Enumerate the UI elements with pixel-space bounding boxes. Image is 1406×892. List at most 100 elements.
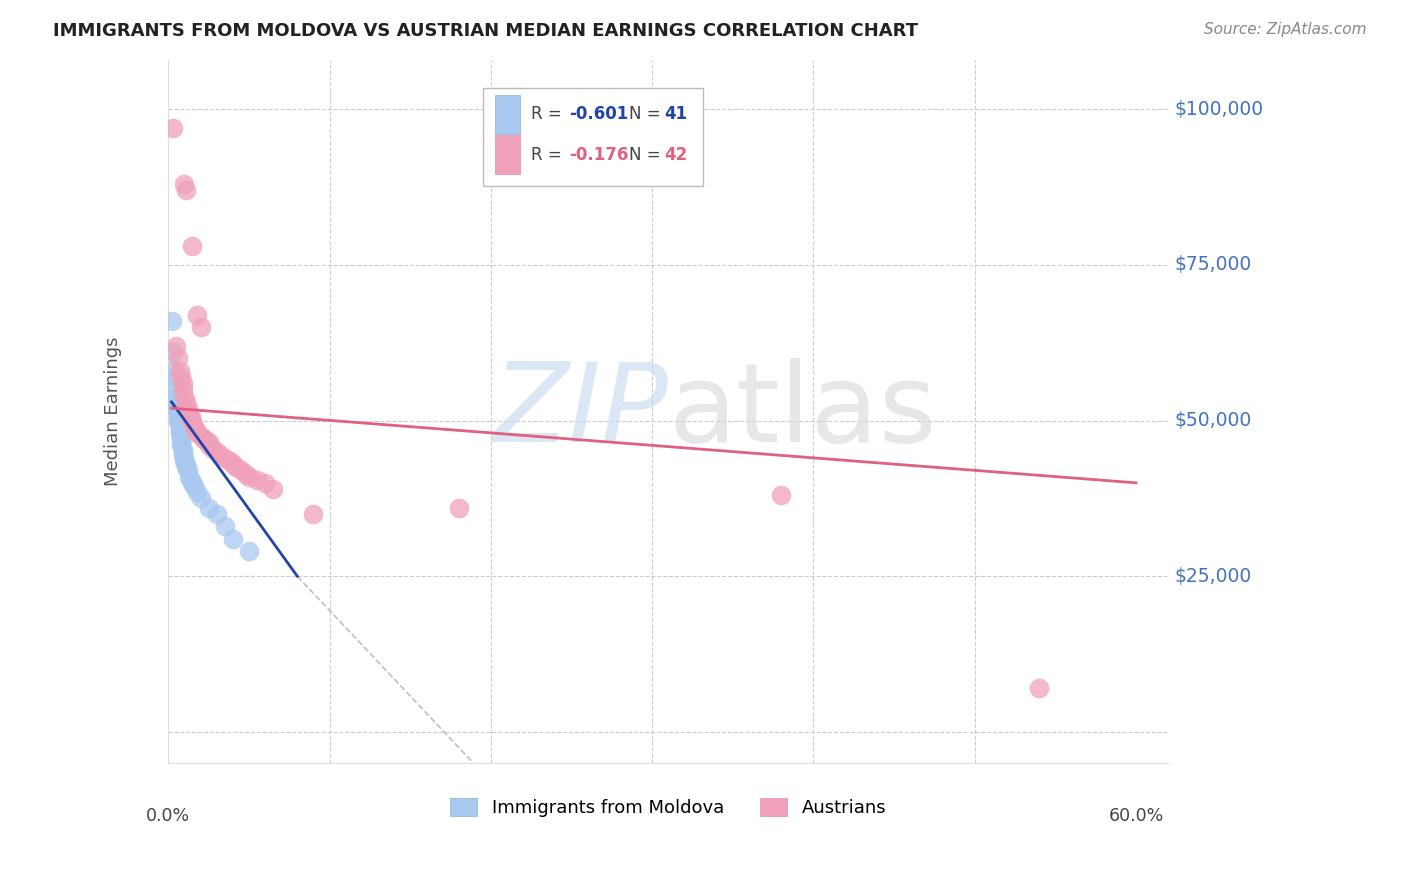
Bar <box>495 136 520 174</box>
Point <box>163 370 186 384</box>
Point <box>172 383 194 397</box>
Point <box>174 183 197 197</box>
Point <box>165 389 187 403</box>
Point <box>181 414 204 428</box>
Text: ZIP: ZIP <box>492 358 668 465</box>
Point <box>167 404 190 418</box>
Text: Median Earnings: Median Earnings <box>104 336 122 486</box>
Point <box>222 457 245 471</box>
Point <box>238 469 260 483</box>
Point <box>193 432 215 446</box>
Point <box>302 507 325 521</box>
Bar <box>495 95 520 134</box>
Point <box>170 435 193 450</box>
Text: 41: 41 <box>664 105 688 123</box>
Text: $25,000: $25,000 <box>1175 566 1251 586</box>
Point <box>165 339 187 353</box>
Point <box>169 423 191 437</box>
Text: $100,000: $100,000 <box>1175 100 1264 119</box>
Point <box>208 448 231 462</box>
Text: 0.0%: 0.0% <box>146 806 190 824</box>
Point <box>180 473 202 487</box>
Point <box>160 314 183 328</box>
Point <box>173 177 195 191</box>
FancyBboxPatch shape <box>484 87 703 186</box>
Point <box>169 425 191 440</box>
Point <box>181 239 204 253</box>
Point <box>172 442 194 456</box>
Point <box>172 376 194 391</box>
Point <box>186 485 208 500</box>
Point <box>173 454 195 468</box>
Point <box>197 435 219 450</box>
Text: 42: 42 <box>664 145 688 163</box>
Point <box>229 463 252 477</box>
Point <box>225 460 247 475</box>
Point <box>162 121 184 136</box>
Point <box>165 401 187 416</box>
Point <box>167 410 190 425</box>
Point <box>172 448 194 462</box>
Point <box>169 417 191 431</box>
Point <box>184 423 207 437</box>
Point <box>214 519 236 533</box>
Point <box>169 420 191 434</box>
Point <box>170 438 193 452</box>
Legend: Immigrants from Moldova, Austrians: Immigrants from Moldova, Austrians <box>443 791 894 824</box>
Point <box>167 408 190 422</box>
Point <box>165 395 187 409</box>
Point <box>238 544 260 558</box>
Point <box>170 370 193 384</box>
Point <box>214 450 236 465</box>
Text: atlas: atlas <box>668 358 936 465</box>
Point <box>190 429 212 443</box>
Text: R =: R = <box>531 145 567 163</box>
Point <box>170 432 193 446</box>
Text: 60.0%: 60.0% <box>1108 806 1164 824</box>
Point <box>162 364 184 378</box>
Point <box>172 444 194 458</box>
Point <box>235 467 257 481</box>
Text: IMMIGRANTS FROM MOLDOVA VS AUSTRIAN MEDIAN EARNINGS CORRELATION CHART: IMMIGRANTS FROM MOLDOVA VS AUSTRIAN MEDI… <box>53 22 918 40</box>
Text: $50,000: $50,000 <box>1175 411 1251 430</box>
Point <box>174 395 197 409</box>
Point <box>183 479 205 493</box>
Point <box>179 469 201 483</box>
Point <box>163 383 186 397</box>
Point <box>770 488 793 502</box>
Text: N =: N = <box>630 105 666 123</box>
Text: -0.176: -0.176 <box>569 145 628 163</box>
Point <box>218 454 240 468</box>
Point <box>197 500 219 515</box>
Point <box>167 414 190 428</box>
Text: -0.601: -0.601 <box>569 105 628 123</box>
Point <box>202 442 225 456</box>
Point <box>179 408 201 422</box>
Point <box>193 432 215 446</box>
Point <box>190 491 212 506</box>
Point <box>173 389 195 403</box>
Point <box>176 463 198 477</box>
Point <box>170 429 193 443</box>
Point <box>162 345 184 359</box>
Text: R =: R = <box>531 105 567 123</box>
Point <box>174 460 197 475</box>
Point <box>183 420 205 434</box>
Point <box>167 351 190 366</box>
Point <box>169 364 191 378</box>
Point <box>205 444 228 458</box>
Text: Source: ZipAtlas.com: Source: ZipAtlas.com <box>1204 22 1367 37</box>
Text: N =: N = <box>630 145 666 163</box>
Point <box>447 500 470 515</box>
Point <box>186 425 208 440</box>
Point <box>222 532 245 546</box>
Point <box>186 308 208 322</box>
Point <box>173 450 195 465</box>
Point <box>165 398 187 412</box>
Point <box>176 401 198 416</box>
Point <box>205 507 228 521</box>
Point <box>197 438 219 452</box>
Point <box>174 457 197 471</box>
Point <box>190 320 212 334</box>
Point <box>1028 681 1050 696</box>
